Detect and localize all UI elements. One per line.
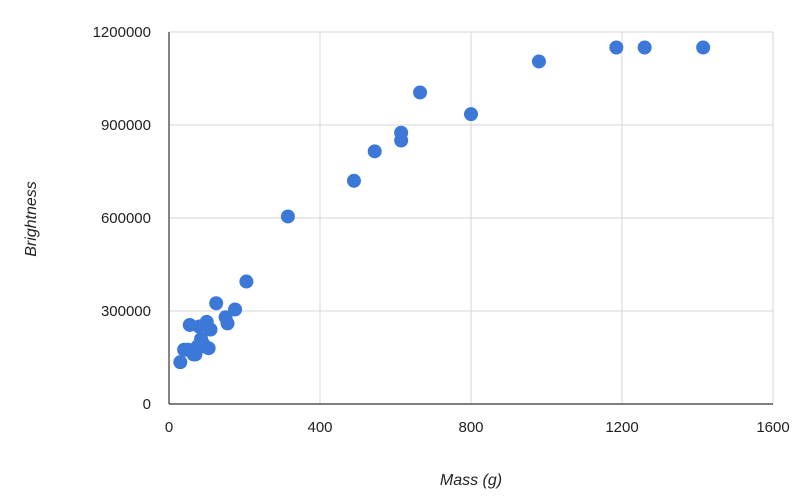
data-point: [394, 133, 409, 148]
data-point: [203, 322, 218, 337]
y-axis-title: Brightness: [23, 181, 40, 257]
y-tick-label: 1200000: [93, 24, 151, 41]
data-point: [228, 302, 243, 317]
axes: 0 400 800 1200 1600 0 300000 600000 900000 120000…: [93, 24, 790, 436]
data-point: [531, 54, 546, 69]
data-point: [637, 40, 652, 55]
x-tick-label: 1600: [756, 419, 789, 436]
data-point: [220, 316, 235, 331]
data-point: [201, 341, 216, 356]
x-tick-label: 0: [165, 419, 173, 436]
data-point: [696, 40, 711, 55]
y-tick-label: 300000: [101, 303, 151, 320]
data-point: [367, 144, 382, 159]
data-point: [609, 40, 624, 55]
x-axis-title: Mass (g): [440, 472, 502, 489]
data-point: [173, 355, 188, 370]
gridlines: [169, 31, 774, 404]
x-tick-label: 400: [307, 419, 332, 436]
data-point: [239, 274, 254, 289]
x-tick-label: 1200: [605, 419, 638, 436]
y-tick-label: 0: [143, 396, 151, 413]
data-point: [346, 173, 361, 188]
data-point: [280, 209, 295, 224]
data-point: [413, 85, 428, 100]
x-tick-label: 800: [458, 419, 483, 436]
data-points: [173, 40, 711, 370]
data-point: [464, 107, 478, 122]
data-point: [209, 296, 224, 311]
y-tick-label: 600000: [101, 210, 151, 227]
y-tick-label: 900000: [101, 117, 151, 134]
